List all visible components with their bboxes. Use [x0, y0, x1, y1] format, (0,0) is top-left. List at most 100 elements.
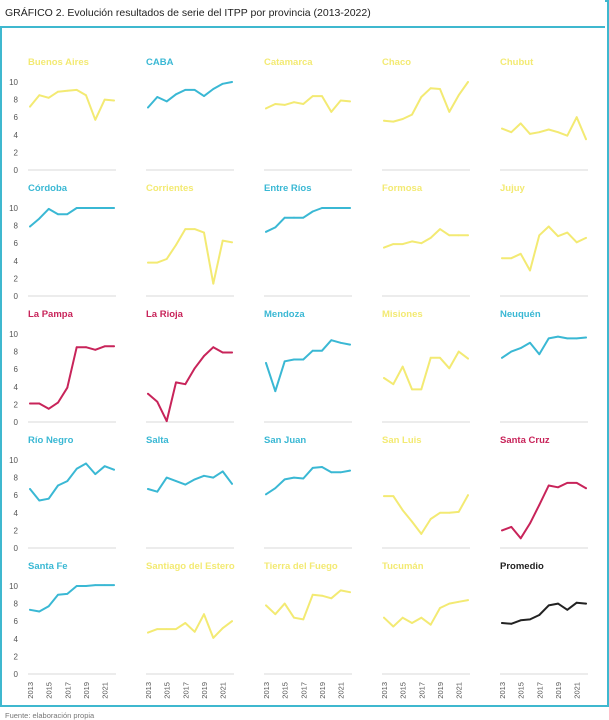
panel-title: Mendoza	[264, 309, 305, 320]
x-tick-label: 2019	[554, 682, 563, 699]
data-point	[420, 533, 423, 535]
data-point	[29, 225, 31, 228]
y-tick-label: 0	[14, 418, 19, 427]
data-point	[448, 367, 451, 370]
data-point	[420, 96, 423, 98]
chart-panel: Santa Cruz	[500, 435, 588, 549]
data-point	[57, 593, 59, 596]
data-point	[193, 89, 196, 91]
chart-panel: Chubut	[500, 57, 588, 171]
data-point	[392, 625, 395, 628]
chart-panel: Mendoza	[264, 309, 352, 423]
y-tick-label: 10	[9, 78, 18, 87]
y-tick-label: 6	[14, 113, 19, 122]
data-point	[302, 477, 305, 480]
x-tick-label: 2013	[262, 682, 271, 699]
data-point	[221, 239, 224, 242]
panel-title: Río Negro	[28, 435, 74, 446]
data-point	[302, 216, 305, 219]
data-point	[103, 98, 106, 101]
data-point	[501, 257, 503, 260]
data-point	[383, 119, 385, 122]
data-point	[175, 480, 177, 482]
data-point	[184, 622, 187, 624]
data-point	[274, 390, 277, 393]
data-point	[221, 351, 224, 354]
data-point	[94, 473, 97, 475]
data-point	[203, 355, 205, 357]
data-point	[265, 107, 267, 110]
data-point	[293, 476, 295, 479]
data-point	[585, 138, 587, 141]
data-point	[212, 637, 215, 639]
data-point	[156, 490, 159, 493]
data-point	[585, 602, 587, 605]
chart-panel: Promedio 2013 2015 2017 2019 2021	[498, 561, 588, 699]
y-tick-label: 0	[14, 670, 19, 679]
x-tick-label: 2017	[181, 682, 190, 699]
data-point	[448, 602, 451, 605]
y-tick-label: 10	[9, 204, 18, 213]
data-point	[538, 353, 541, 356]
y-tick-label: 10	[9, 456, 18, 465]
chart-panel: Salta	[146, 435, 234, 549]
panel-title: Promedio	[500, 561, 544, 572]
data-point	[75, 207, 78, 209]
data-point	[293, 101, 295, 104]
data-point	[457, 350, 460, 353]
data-point	[94, 348, 97, 351]
data-point	[265, 362, 267, 364]
data-point	[311, 467, 314, 469]
y-tick-label: 4	[14, 257, 19, 266]
data-point	[38, 610, 41, 613]
x-tick-label: 2021	[337, 682, 346, 699]
data-point	[175, 244, 177, 246]
panel-title: Entre Ríos	[264, 183, 312, 194]
x-tick-label: 2015	[517, 682, 526, 699]
series-line	[383, 599, 469, 628]
data-point	[193, 478, 196, 481]
panel-title: Santiago del Estero	[146, 561, 235, 572]
series-line	[383, 494, 469, 535]
series-line	[147, 470, 233, 493]
series-line	[501, 601, 587, 625]
series-line	[265, 207, 351, 233]
data-point	[147, 488, 149, 490]
data-point	[439, 228, 441, 231]
data-point	[293, 616, 295, 619]
data-point	[510, 131, 513, 134]
y-tick-label: 4	[14, 383, 19, 392]
y-tick-label: 8	[14, 96, 19, 105]
data-point	[467, 357, 469, 360]
data-point	[557, 131, 559, 134]
data-point	[457, 600, 460, 603]
data-point	[349, 207, 351, 209]
series-line	[147, 613, 233, 639]
data-point	[575, 116, 578, 119]
x-tick-label: 2021	[573, 682, 582, 699]
y-tick-label: 10	[9, 330, 18, 339]
chart-panel: Chaco	[382, 57, 470, 171]
data-point	[302, 618, 305, 621]
data-point	[585, 336, 587, 339]
data-point	[29, 608, 31, 611]
data-point	[330, 111, 333, 113]
data-point	[501, 127, 503, 130]
series-line	[265, 95, 351, 113]
x-tick-label: 2019	[436, 682, 445, 699]
chart-panel: Córdoba 10 8 6 4 2 0	[9, 183, 116, 301]
data-point	[231, 241, 233, 244]
panel-title: La Pampa	[28, 309, 74, 320]
data-point	[510, 526, 513, 528]
data-point	[175, 381, 177, 384]
data-point	[349, 469, 351, 472]
data-point	[147, 392, 149, 395]
y-tick-label: 6	[14, 491, 19, 500]
panel-title: Tucumán	[382, 561, 424, 572]
data-point	[349, 343, 351, 346]
chart-panel: La Pampa 10 8 6 4 2 0	[9, 309, 116, 427]
data-point	[147, 261, 149, 264]
data-point	[47, 407, 50, 410]
data-point	[113, 207, 115, 209]
data-point	[103, 345, 106, 348]
